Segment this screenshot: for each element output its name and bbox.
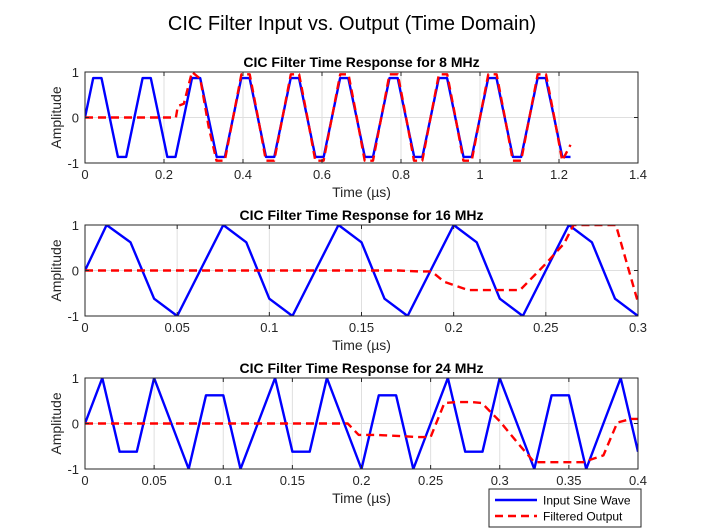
x-tick-label: 0.8 (392, 167, 410, 182)
legend-label-filtered-output: Filtered Output (543, 510, 623, 524)
subplot-title: CIC Filter Time Response for 24 MHz (239, 360, 483, 376)
x-tick-label: 0.3 (629, 320, 647, 335)
y-axis-label: Amplitude (48, 392, 64, 454)
legend-label-input-sine-wave: Input Sine Wave (543, 494, 631, 508)
x-tick-label: 1.2 (550, 167, 568, 182)
series-input-sine-wave (85, 378, 638, 469)
x-tick-label: 0.25 (533, 320, 558, 335)
x-tick-label: 0.3 (491, 473, 509, 488)
y-tick-label: -1 (67, 462, 79, 477)
x-tick-label: 0.35 (556, 473, 581, 488)
y-tick-label: 0 (72, 264, 79, 279)
y-axis-label: Amplitude (48, 86, 64, 148)
x-axis-label: Time (µs) (332, 337, 391, 353)
figure-title: CIC Filter Input vs. Output (Time Domain… (168, 13, 536, 35)
x-tick-label: 0 (81, 473, 88, 488)
series-input-sine-wave (85, 225, 638, 316)
y-tick-label: -1 (67, 309, 79, 324)
y-tick-label: 1 (72, 65, 79, 80)
y-tick-label: 1 (72, 218, 79, 233)
x-axis-label: Time (µs) (332, 184, 391, 200)
legend: Input Sine Wave Filtered Output (488, 488, 642, 528)
series-filtered-output (85, 400, 638, 464)
x-tick-label: 0.6 (313, 167, 331, 182)
x-tick-label: 0.05 (165, 320, 190, 335)
x-tick-label: 1 (476, 167, 483, 182)
x-tick-label: 0 (81, 167, 88, 182)
series-filtered-output (85, 225, 638, 303)
x-tick-label: 0.2 (352, 473, 370, 488)
series-filtered-output (85, 72, 572, 162)
y-tick-label: 0 (72, 111, 79, 126)
y-tick-label: -1 (67, 156, 79, 171)
legend-box (488, 488, 642, 528)
x-tick-label: 0.05 (141, 473, 166, 488)
x-tick-label: 0.25 (418, 473, 443, 488)
x-tick-label: 0.4 (234, 167, 252, 182)
x-tick-label: 0.1 (260, 320, 278, 335)
y-tick-label: 0 (72, 417, 79, 432)
x-tick-label: 0.15 (280, 473, 305, 488)
subplot-title: CIC Filter Time Response for 16 MHz (239, 207, 483, 223)
y-tick-label: 1 (72, 371, 79, 386)
x-axis-label: Time (µs) (332, 490, 391, 506)
subplot-title: CIC Filter Time Response for 8 MHz (243, 54, 479, 70)
x-tick-label: 1.4 (629, 167, 647, 182)
y-axis-label: Amplitude (48, 239, 64, 301)
x-tick-label: 0 (81, 320, 88, 335)
x-tick-label: 0.4 (629, 473, 647, 488)
x-tick-label: 0.2 (445, 320, 463, 335)
x-tick-label: 0.1 (214, 473, 232, 488)
x-tick-label: 0.2 (155, 167, 173, 182)
x-tick-label: 0.15 (349, 320, 374, 335)
